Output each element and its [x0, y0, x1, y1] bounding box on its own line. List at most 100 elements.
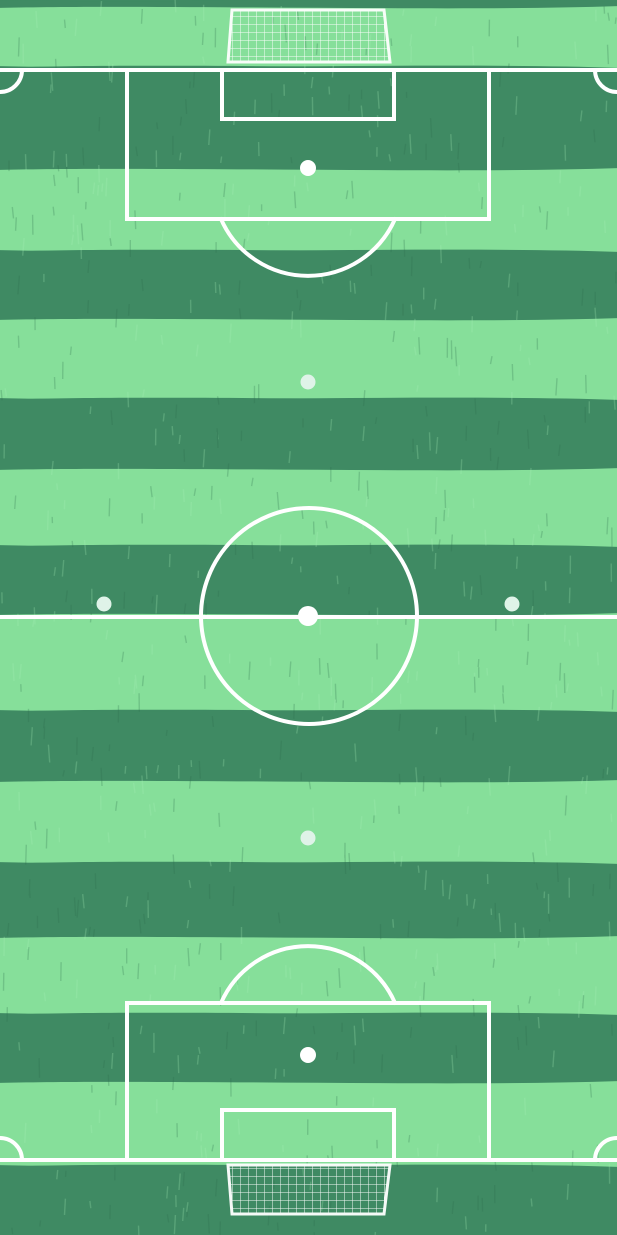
grass-blade — [543, 414, 546, 423]
grass-blade — [579, 186, 582, 197]
grass-blade — [12, 663, 15, 682]
grass-blade — [363, 946, 366, 963]
grass-blade — [216, 396, 220, 405]
grass-blade — [184, 635, 188, 644]
grass-blade — [108, 498, 111, 517]
grass-blade — [195, 1130, 198, 1140]
grass-blade — [614, 17, 617, 24]
grass-blade — [168, 553, 171, 568]
grass-blade — [535, 882, 539, 890]
grass-blade — [105, 630, 109, 640]
grass-blade — [537, 1016, 540, 1029]
grass-blade — [0, 389, 3, 401]
grass-blade — [366, 480, 369, 500]
grass-blade — [439, 777, 442, 787]
grass-blade — [202, 449, 206, 468]
player-marker-right-wing[interactable] — [504, 596, 520, 612]
corner-arc-bottom-right — [593, 1136, 617, 1162]
grass-blade — [538, 206, 542, 213]
grass-blade — [71, 540, 74, 548]
grass-blade — [532, 852, 535, 865]
grass-blade — [390, 38, 393, 46]
grass-blade — [402, 9, 405, 16]
grass-stripe-dark — [0, 861, 617, 941]
grass-blade — [451, 1054, 454, 1073]
grass-blade — [107, 1022, 110, 1030]
grass-blade — [89, 1200, 92, 1209]
grass-blade — [190, 501, 192, 517]
grass-blade — [210, 485, 213, 500]
grass-blade — [137, 963, 140, 980]
grass-blade — [56, 1169, 59, 1180]
grass-blade — [188, 879, 192, 889]
grass-blade — [218, 284, 221, 295]
grass-blade — [515, 556, 518, 569]
grass-blade — [576, 632, 579, 647]
grass-blade — [486, 667, 489, 676]
grass-blade — [403, 239, 406, 257]
grass-blade — [47, 744, 51, 763]
player-marker-top-center[interactable] — [300, 374, 316, 390]
player-marker-left-wing[interactable] — [96, 596, 112, 612]
grass-blade — [358, 471, 361, 491]
grass-stripe-light — [0, 1081, 617, 1168]
grass-blade — [361, 1018, 365, 1033]
grass-blade — [600, 686, 603, 697]
grass-blade — [318, 658, 321, 675]
grass-blade — [594, 986, 597, 1006]
grass-blade — [581, 288, 584, 306]
grass-blade — [472, 898, 476, 909]
grass-blade — [489, 355, 493, 365]
grass-blade — [142, 389, 145, 398]
grass-blade — [477, 182, 481, 192]
grass-blade — [288, 451, 291, 464]
grass-blade — [372, 1097, 375, 1107]
grass-blade — [105, 177, 108, 197]
grass-blade — [511, 618, 515, 627]
grass-blade — [62, 770, 65, 777]
grass-stripe-dark — [0, 397, 617, 473]
grass-blade — [235, 980, 239, 991]
grass-blade — [296, 289, 299, 299]
grass-blade — [92, 182, 96, 195]
grass-blade — [450, 534, 453, 552]
grass-blade — [150, 486, 153, 498]
grass-blade — [182, 1171, 185, 1187]
grass-blade — [519, 344, 522, 352]
grass-blade — [440, 245, 442, 264]
grass-blade — [559, 170, 562, 184]
grass-blade — [312, 1025, 316, 1035]
grass-blade — [279, 740, 283, 760]
grass-blade — [578, 1000, 581, 1018]
grass-blade — [530, 1198, 533, 1207]
grass-blade — [17, 335, 20, 348]
grass-blade — [125, 896, 129, 908]
grass-blade — [201, 32, 204, 46]
grass-blade — [436, 1143, 439, 1157]
grass-blade — [585, 374, 587, 394]
grass-blade — [100, 767, 103, 787]
grass-blade — [179, 116, 183, 126]
grass-blade — [457, 845, 461, 857]
grass-blade — [526, 429, 530, 449]
grass-blade — [528, 357, 531, 366]
grass-blade — [115, 308, 118, 328]
grass-blade — [443, 509, 446, 522]
grass-blade — [143, 913, 146, 925]
grass-blade — [525, 1025, 528, 1046]
grass-blade — [488, 778, 491, 796]
grass-blade — [447, 508, 450, 518]
grass-blade — [175, 404, 178, 419]
grass-blade — [326, 662, 330, 678]
corner-arc-top-left — [0, 68, 24, 94]
player-marker-bottom-center[interactable] — [300, 830, 316, 846]
grass-blade — [45, 828, 48, 849]
grass-blade — [422, 982, 426, 1000]
grass-blade — [166, 1186, 169, 1199]
grass-blade — [555, 684, 558, 698]
grass-blade — [24, 154, 27, 170]
grass-blade — [471, 45, 475, 66]
grass-blade — [526, 651, 529, 665]
grass-blade — [407, 670, 410, 683]
